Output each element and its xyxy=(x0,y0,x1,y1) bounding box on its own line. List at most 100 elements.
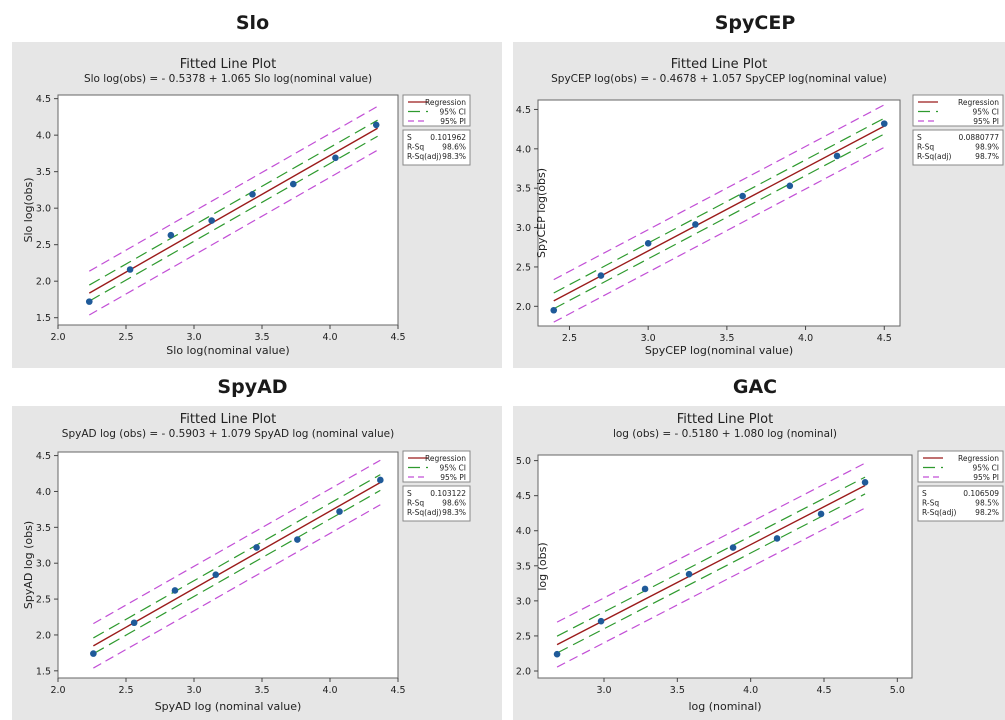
stat-value: 98.3% xyxy=(442,152,466,161)
chart-panel-slo: Slo Fitted Line Plot Slo log(obs) = - 0.5… xyxy=(0,0,505,368)
stat-name: R-Sq xyxy=(917,143,934,152)
y-tick-label: 4.5 xyxy=(36,94,51,105)
data-point xyxy=(130,619,138,627)
stat-value: 98.6% xyxy=(442,143,466,152)
x-tick-label: 4.0 xyxy=(798,333,813,344)
legend-label: 95% PI xyxy=(440,473,466,482)
x-tick-label: 2.5 xyxy=(562,333,577,344)
data-point xyxy=(773,535,781,542)
stats-box xyxy=(917,485,1004,522)
y-tick-label: 2.0 xyxy=(516,666,531,677)
stats-box xyxy=(402,485,471,522)
y-tick-label: 3.0 xyxy=(516,596,531,607)
regression-equation: Slo log(obs) = - 0.5378 + 1.065 Slo log(… xyxy=(84,73,372,85)
y-tick-label: 4.5 xyxy=(516,491,531,502)
y-tick-label: 2.5 xyxy=(36,240,51,251)
data-point xyxy=(739,192,746,200)
stat-value: 98.3% xyxy=(442,508,466,517)
data-point xyxy=(126,266,134,273)
stat-name: R-Sq(adj) xyxy=(407,508,442,517)
data-point xyxy=(685,570,693,578)
legend-label: 95% PI xyxy=(973,473,999,482)
data-point xyxy=(372,121,380,129)
regression-line xyxy=(93,481,381,647)
data-point xyxy=(692,221,699,228)
y-tick-label: 4.5 xyxy=(516,105,531,116)
regression-equation: log (obs) = - 0.5180 + 1.080 log (nomina… xyxy=(613,428,837,440)
ci-upper-line xyxy=(88,119,378,286)
ci-lower-line xyxy=(556,493,866,654)
pi-upper-line xyxy=(553,104,885,281)
x-tick-label: 4.5 xyxy=(816,685,831,696)
stat-value: 98.5% xyxy=(975,499,999,508)
data-point xyxy=(332,154,339,162)
panel-title: Slo xyxy=(235,12,270,34)
data-point xyxy=(171,587,179,594)
legend-label: Regression xyxy=(425,98,466,107)
y-tick-label: 3.0 xyxy=(516,223,531,234)
x-tick-label: 3.5 xyxy=(670,685,685,696)
data-point xyxy=(294,536,301,543)
data-point xyxy=(641,585,649,593)
chart-panel-spycep: SpyCEP Fitted Line Plot SpyCEP log(obs) =… xyxy=(505,0,1005,368)
plot-title: Fitted Line Plot xyxy=(671,57,767,72)
x-tick-label: 2.0 xyxy=(50,685,65,696)
data-point xyxy=(253,544,260,551)
stat-name: R-Sq xyxy=(407,499,424,508)
x-tick-label: 3.5 xyxy=(719,333,734,344)
y-tick-label: 3.5 xyxy=(516,561,531,572)
x-tick-label: 4.5 xyxy=(390,685,405,696)
regression-line xyxy=(88,127,378,294)
y-tick-label: 4.0 xyxy=(516,526,531,537)
stats-box xyxy=(402,129,471,166)
data-point xyxy=(553,650,561,658)
regression-equation: SpyCEP log(obs) = - 0.4678 + 1.057 SpyCE… xyxy=(551,73,887,85)
stat-name: S xyxy=(917,133,922,142)
plot-title: Fitted Line Plot xyxy=(180,57,276,72)
chart-panel-spyad: SpyAD Fitted Line Plot SpyAD log (obs) = … xyxy=(0,368,505,720)
y-tick-label: 3.0 xyxy=(36,559,51,570)
y-tick-label: 3.5 xyxy=(516,184,531,195)
legend-label: 95% CI xyxy=(972,464,999,473)
regression-line xyxy=(556,484,866,646)
x-tick-label: 2.0 xyxy=(50,332,65,343)
ci-upper-line xyxy=(556,476,866,637)
y-tick-label: 2.0 xyxy=(36,630,51,641)
plot-title: Fitted Line Plot xyxy=(180,412,276,427)
stat-value: 98.7% xyxy=(975,152,999,161)
y-tick-label: 4.5 xyxy=(36,451,51,462)
y-tick-label: 1.5 xyxy=(36,666,51,677)
legend-label: 95% CI xyxy=(439,464,466,473)
data-point xyxy=(729,544,737,551)
x-tick-label: 4.5 xyxy=(877,333,892,344)
legend-label: Regression xyxy=(958,454,999,463)
x-tick-label: 3.5 xyxy=(254,685,269,696)
stats-box xyxy=(912,129,1004,166)
y-axis-label: SpyCEP log(obs) xyxy=(535,168,548,258)
stat-name: R-Sq xyxy=(407,143,424,152)
stat-name: S xyxy=(922,489,927,498)
data-point xyxy=(550,306,558,314)
y-tick-label: 4.0 xyxy=(516,144,531,155)
legend-label: Regression xyxy=(958,98,999,107)
stat-name: S xyxy=(407,133,412,142)
data-point xyxy=(377,476,384,484)
x-tick-label: 3.0 xyxy=(641,333,656,344)
x-tick-label: 2.5 xyxy=(118,332,133,343)
x-axis-label: Slo log(nominal value) xyxy=(166,344,289,357)
y-tick-label: 2.5 xyxy=(36,595,51,606)
data-point xyxy=(212,571,220,578)
y-tick-label: 2.0 xyxy=(36,277,51,288)
data-point xyxy=(597,617,605,625)
data-point xyxy=(336,508,343,515)
data-point xyxy=(90,650,97,657)
data-point xyxy=(85,298,93,305)
stat-name: R-Sq(adj) xyxy=(407,152,442,161)
stat-name: R-Sq(adj) xyxy=(922,508,957,517)
data-point xyxy=(167,231,175,239)
